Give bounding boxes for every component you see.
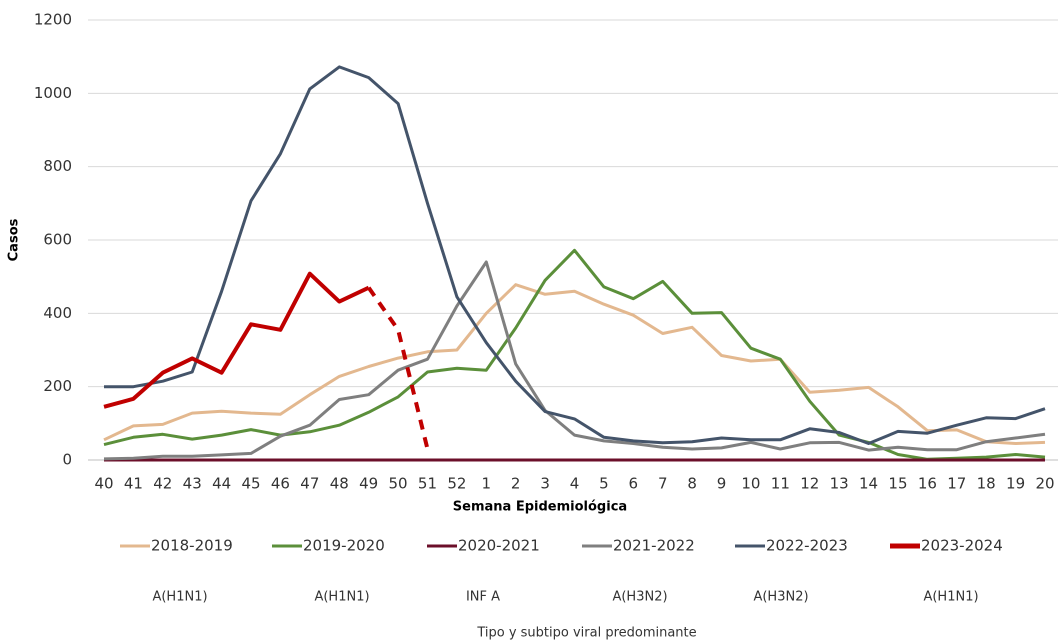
x-tick-label: 48 (330, 475, 349, 493)
annotation: INF A (466, 590, 500, 605)
x-tick-label: 41 (124, 475, 143, 493)
x-tick-label: 7 (658, 475, 668, 493)
annotation: A(H3N2) (612, 590, 667, 605)
annotation: A(H1N1) (152, 590, 207, 605)
series-line (103, 283, 1046, 445)
x-tick-label: 3 (540, 475, 550, 493)
x-tick-label: 47 (300, 475, 319, 493)
x-tick-label: 6 (629, 475, 639, 493)
x-tick-label: 4 (570, 475, 580, 493)
x-tick-label: 52 (447, 475, 466, 493)
x-tick-label: 49 (359, 475, 378, 493)
caption: Tipo y subtipo viral predominante (476, 626, 696, 641)
series-line (103, 271, 370, 409)
x-tick-label: 11 (771, 475, 790, 493)
y-tick-label: 1000 (34, 84, 72, 102)
x-tick-label: 14 (859, 475, 878, 493)
x-tick-label: 2 (511, 475, 521, 493)
legend-label: 2021-2022 (613, 537, 695, 555)
y-axis-label: Casos (7, 218, 22, 261)
x-tick-label: 17 (947, 475, 966, 493)
y-tick-label: 0 (62, 451, 72, 469)
y-tick-label: 400 (43, 304, 72, 322)
legend-label: 2019-2020 (303, 537, 385, 555)
x-tick-label: 40 (94, 475, 113, 493)
x-axis-label: Semana Epidemiológica (453, 500, 627, 515)
x-tick-label: 5 (599, 475, 609, 493)
x-tick-label: 8 (687, 475, 697, 493)
annotation: A(H3N2) (753, 590, 808, 605)
x-tick-label: 51 (418, 475, 437, 493)
x-tick-label: 19 (1006, 475, 1025, 493)
x-tick-label: 15 (888, 475, 907, 493)
series-line (103, 260, 1046, 461)
y-tick-label: 1200 (34, 11, 72, 29)
legend-label: 2022-2023 (766, 537, 848, 555)
x-tick-label: 50 (389, 475, 408, 493)
x-tick-label: 45 (241, 475, 260, 493)
legend-label: 2018-2019 (151, 537, 233, 555)
x-tick-label: 16 (918, 475, 937, 493)
series-line (103, 248, 1046, 461)
legend-label: 2020-2021 (458, 537, 540, 555)
x-tick-label: 44 (212, 475, 231, 493)
y-tick-label: 800 (43, 157, 72, 175)
x-tick-label: 18 (977, 475, 996, 493)
series-line-dashed (367, 286, 430, 450)
legend-label: 2023-2024 (921, 537, 1003, 555)
x-tick-label: 42 (153, 475, 172, 493)
series-line (104, 65, 1046, 445)
annotation: A(H1N1) (923, 590, 978, 605)
x-tick-label: 9 (717, 475, 727, 493)
x-tick-label: 20 (1035, 475, 1054, 493)
x-tick-label: 46 (271, 475, 290, 493)
y-tick-label: 200 (43, 377, 72, 395)
x-tick-label: 1 (482, 475, 492, 493)
x-tick-label: 13 (830, 475, 849, 493)
y-tick-label: 600 (43, 231, 72, 249)
x-tick-label: 12 (800, 475, 819, 493)
annotation: A(H1N1) (314, 590, 369, 605)
x-tick-label: 43 (183, 475, 202, 493)
x-tick-label: 10 (741, 475, 760, 493)
